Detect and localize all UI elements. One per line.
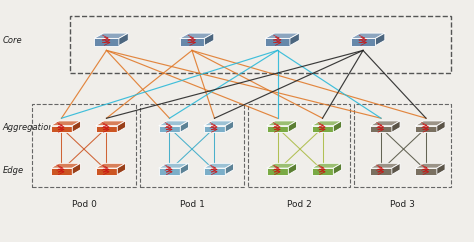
Polygon shape (265, 38, 290, 45)
Polygon shape (204, 33, 214, 45)
Polygon shape (159, 163, 189, 168)
Polygon shape (180, 121, 189, 132)
Text: Pod 1: Pod 1 (180, 200, 204, 209)
Polygon shape (117, 121, 126, 132)
Polygon shape (437, 163, 445, 175)
Polygon shape (312, 121, 342, 126)
Polygon shape (180, 163, 189, 175)
Polygon shape (51, 163, 81, 168)
Polygon shape (72, 121, 81, 132)
Polygon shape (267, 121, 297, 126)
Polygon shape (375, 33, 385, 45)
Polygon shape (265, 33, 299, 38)
Polygon shape (119, 33, 128, 45)
Polygon shape (370, 163, 400, 168)
Polygon shape (225, 121, 234, 132)
Polygon shape (392, 121, 400, 132)
Polygon shape (267, 163, 297, 168)
Polygon shape (159, 126, 180, 132)
Polygon shape (180, 33, 214, 38)
Polygon shape (204, 126, 225, 132)
Polygon shape (333, 121, 342, 132)
Polygon shape (204, 163, 234, 168)
Polygon shape (288, 121, 297, 132)
Polygon shape (96, 163, 126, 168)
Polygon shape (159, 121, 189, 126)
Polygon shape (267, 168, 288, 175)
Text: Pod 3: Pod 3 (390, 200, 415, 209)
Polygon shape (370, 121, 400, 126)
Polygon shape (370, 168, 392, 175)
Text: Pod 2: Pod 2 (286, 200, 311, 209)
Polygon shape (51, 168, 72, 175)
Polygon shape (96, 168, 117, 175)
Polygon shape (51, 121, 81, 126)
Polygon shape (312, 168, 333, 175)
Polygon shape (392, 163, 400, 175)
Polygon shape (415, 163, 445, 168)
Polygon shape (94, 33, 128, 38)
Polygon shape (96, 126, 117, 132)
Polygon shape (94, 38, 119, 45)
Polygon shape (333, 163, 342, 175)
Polygon shape (288, 163, 297, 175)
Polygon shape (204, 168, 225, 175)
Polygon shape (351, 33, 385, 38)
Polygon shape (267, 126, 288, 132)
Polygon shape (415, 121, 445, 126)
Polygon shape (415, 168, 437, 175)
Polygon shape (351, 38, 375, 45)
Polygon shape (204, 121, 234, 126)
Polygon shape (51, 126, 72, 132)
Polygon shape (312, 163, 342, 168)
Polygon shape (290, 33, 299, 45)
Text: Edge: Edge (3, 166, 24, 175)
Polygon shape (312, 126, 333, 132)
Polygon shape (159, 168, 180, 175)
Polygon shape (96, 121, 126, 126)
Polygon shape (415, 126, 437, 132)
Polygon shape (370, 126, 392, 132)
Text: Pod 0: Pod 0 (72, 200, 96, 209)
Polygon shape (72, 163, 81, 175)
Polygon shape (117, 163, 126, 175)
Text: Core: Core (3, 36, 23, 45)
Polygon shape (225, 163, 234, 175)
Polygon shape (180, 38, 204, 45)
Text: Aggregation: Aggregation (3, 123, 55, 132)
Polygon shape (437, 121, 445, 132)
